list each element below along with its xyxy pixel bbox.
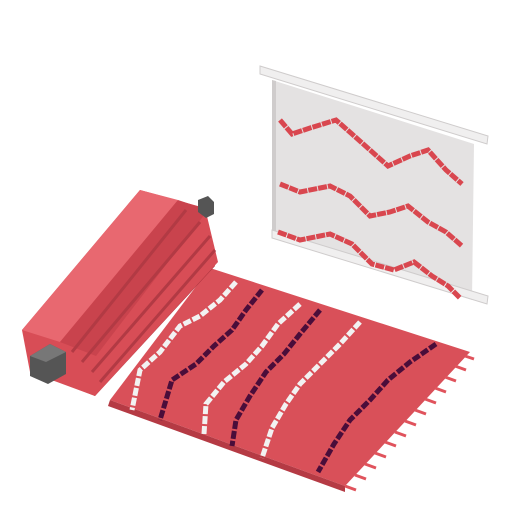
- fringe: [454, 364, 467, 372]
- banner-edge: [272, 80, 276, 237]
- fringe: [394, 430, 407, 438]
- ridge: [90, 235, 212, 373]
- roll-front: [60, 200, 208, 356]
- fringe: [464, 354, 475, 361]
- roll-ridges: [70, 209, 217, 383]
- fringe: [434, 386, 447, 394]
- rug-zigzag: [259, 320, 362, 459]
- rug-fringe: [344, 354, 475, 492]
- banner-zigzag: [277, 229, 462, 300]
- rug-zigzag: [201, 302, 302, 435]
- banner-top-rod: [259, 65, 489, 145]
- fringe: [414, 408, 427, 416]
- banner-zigzag: [279, 181, 464, 248]
- fringe: [354, 473, 367, 481]
- ridge: [98, 249, 217, 383]
- fringe: [424, 397, 437, 405]
- banner-zigzag: [278, 117, 464, 186]
- rug-zigzag: [129, 280, 238, 411]
- rug-roll: [22, 190, 218, 396]
- fringe: [364, 462, 377, 470]
- ridge: [80, 221, 202, 363]
- rug-zigzag: [315, 341, 438, 474]
- banner: [259, 65, 489, 305]
- rug-surface: [110, 268, 470, 486]
- roll-end-cap: [198, 196, 214, 218]
- fringe: [444, 375, 457, 383]
- fringe: [404, 419, 417, 427]
- roll-top: [22, 190, 178, 342]
- rug-edge: [108, 400, 345, 492]
- rug: [108, 268, 475, 492]
- fringe: [344, 484, 357, 492]
- fringe: [374, 451, 387, 459]
- rug-zigzag: [229, 308, 322, 447]
- rug-zigzag: [157, 288, 264, 421]
- fringe: [384, 440, 397, 448]
- ridge: [70, 209, 188, 353]
- roll-end-cap-top: [30, 344, 66, 362]
